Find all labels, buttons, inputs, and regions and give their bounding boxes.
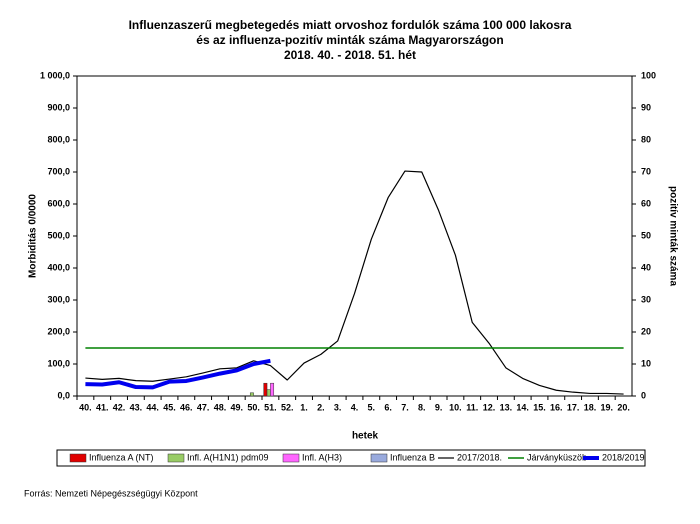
x-tick-label: 18. [584,402,597,412]
y2-tick-label: 90 [641,102,651,112]
legend-swatch [167,453,185,463]
x-tick-label: 47. [197,402,210,412]
y2-tick-label: 30 [641,294,651,304]
bar [249,392,254,397]
legend-label: Infl. A(H1N1) pdm09 [187,452,269,462]
y2-tick-label: 40 [641,262,651,272]
line [85,170,624,395]
legend-swatch [370,453,388,463]
x-tick-label: 13. [500,402,513,412]
x-tick-label: 48. [214,402,227,412]
legend-label: 2018/2019 [602,452,645,462]
legend-label: Influenza B [390,452,435,462]
y-tick-label: 700,0 [47,166,70,176]
x-tick-label: 20. [617,402,630,412]
y-tick-label: 0,0 [57,390,70,400]
chart-title: Influenzaszerű megbetegedés miatt orvosh… [129,18,572,32]
x-tick-label: 43. [130,402,143,412]
chart-title: és az influenza-pozitív minták száma Mag… [196,33,503,47]
x-tick-label: 11. [466,402,478,412]
bar [266,389,271,397]
y-tick-label: 900,0 [47,102,70,112]
x-tick-label: 12. [483,402,496,412]
y-tick-label: 1 000,0 [40,70,70,80]
bar [270,382,275,397]
y-axis-title: Morbiditás 0/0000 [28,194,39,278]
x-tick-label: 1. [300,402,308,412]
x-tick-label: 4. [351,402,359,412]
x-tick-label: 51. [264,402,277,412]
x-tick-label: 50. [247,402,260,412]
x-tick-label: 6. [384,402,392,412]
y2-tick-label: 50 [641,230,651,240]
y2-tick-label: 0 [641,390,646,400]
x-tick-label: 10. [449,402,462,412]
y-tick-label: 600,0 [47,198,70,208]
y-tick-label: 400,0 [47,262,70,272]
legend-label: 2017/2018. [457,452,502,462]
x-tick-label: 3. [334,402,342,412]
y2-axis-title: pozitív minták száma [667,186,678,286]
legend-swatch [282,453,300,463]
y2-tick-label: 80 [641,134,651,144]
y-tick-label: 200,0 [47,326,70,336]
line [85,358,271,390]
x-tick-label: 17. [567,402,580,412]
x-tick-label: 45. [163,402,176,412]
legend-box [56,449,646,467]
y-tick-label: 500,0 [47,230,70,240]
legend-swatch [69,453,87,463]
x-tick-label: 16. [550,402,563,412]
y2-tick-label: 60 [641,198,651,208]
x-tick-label: 46. [180,402,193,412]
x-axis-title: hetek [352,431,379,442]
legend-label: Járványküszöb [527,452,587,462]
x-tick-label: 9. [435,402,443,412]
x-tick-label: 7. [401,402,409,412]
x-tick-label: 19. [601,402,614,412]
source-note: Forrás: Nemzeti Népegészségügyi Központ [24,488,198,498]
x-tick-label: 14. [516,402,529,412]
y-tick-label: 100,0 [47,358,70,368]
x-tick-label: 44. [146,402,159,412]
legend-label: Infl. A(H3) [302,452,342,462]
y-tick-label: 300,0 [47,294,70,304]
y2-tick-label: 70 [641,166,651,176]
y2-tick-label: 20 [641,326,651,336]
x-tick-label: 40. [79,402,92,412]
x-tick-label: 15. [533,402,546,412]
x-tick-label: 49. [231,402,244,412]
x-tick-label: 8. [418,402,426,412]
y2-tick-label: 100 [641,70,656,80]
x-tick-label: 5. [368,402,376,412]
bar [263,382,268,397]
legend-label: Influenza A (NT) [89,452,154,462]
y-tick-label: 800,0 [47,134,70,144]
x-tick-label: 42. [113,402,126,412]
chart-title: 2018. 40. - 2018. 51. hét [284,48,416,62]
x-tick-label: 41. [96,402,109,412]
x-tick-label: 52. [281,402,294,412]
y2-tick-label: 10 [641,358,651,368]
x-tick-label: 2. [317,402,325,412]
